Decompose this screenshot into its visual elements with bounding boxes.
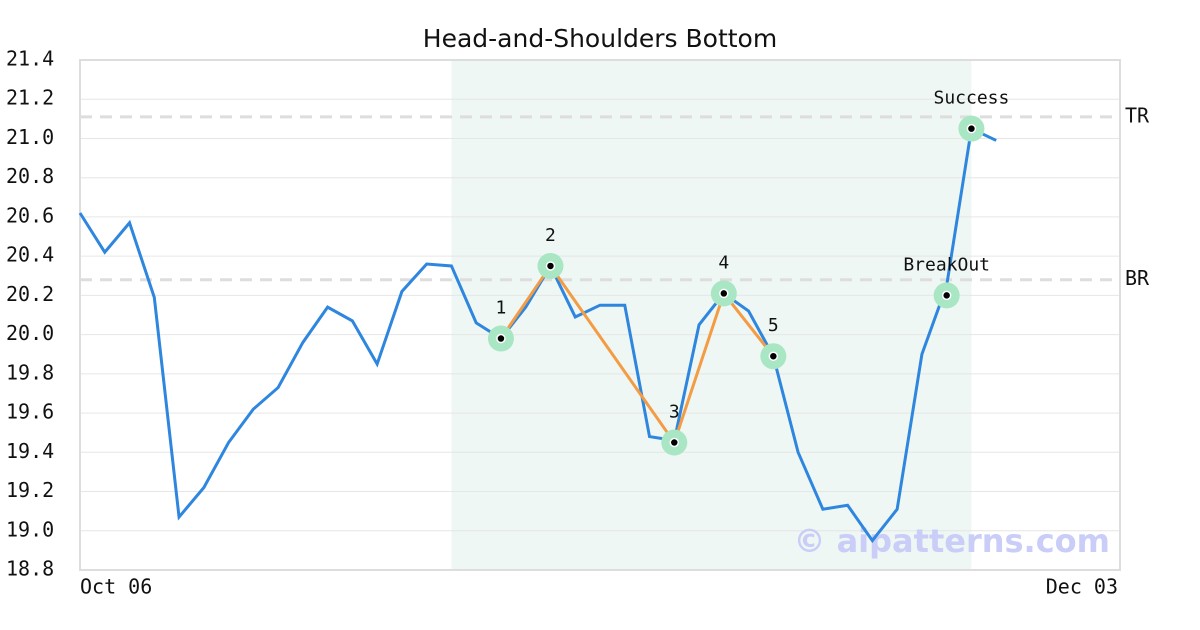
- pattern-marker: [941, 290, 952, 301]
- y-tick-label: 20.4: [6, 243, 54, 267]
- y-tick-label: 19.2: [6, 478, 54, 502]
- y-tick-label: 20.2: [6, 282, 54, 306]
- pattern-label: 4: [718, 252, 729, 273]
- y-tick-label: 19.0: [6, 517, 54, 541]
- plot-frame: [79, 59, 1121, 571]
- pattern-label: 2: [545, 225, 556, 246]
- pattern-label: 5: [768, 315, 779, 336]
- y-tick-label: 18.8: [6, 557, 54, 581]
- pattern-marker: [966, 123, 977, 134]
- x-tick-label: Dec 03: [1046, 575, 1118, 599]
- pattern-label: BreakOut: [903, 254, 990, 275]
- pattern-marker: [545, 261, 556, 271]
- level-label: TR: [1125, 103, 1150, 127]
- pattern-region: [451, 60, 972, 570]
- y-tick-label: 19.8: [6, 360, 54, 384]
- pattern-label: 3: [669, 402, 680, 423]
- y-tick-label: 19.4: [6, 439, 54, 463]
- pattern-label: 1: [496, 298, 507, 319]
- y-tick-label: 20.6: [6, 203, 54, 227]
- pattern-marker: [768, 351, 779, 361]
- chart-title: Head-and-Shoulders Bottom: [423, 24, 777, 53]
- pattern-marker: [669, 437, 680, 448]
- pattern-marker: [496, 333, 506, 344]
- y-tick-label: 21.4: [6, 47, 54, 71]
- pattern-marker: [719, 288, 729, 299]
- y-tick-label: 19.6: [6, 400, 54, 424]
- y-tick-label: 21.0: [6, 125, 54, 149]
- x-tick-label: Oct 06: [80, 575, 152, 599]
- pattern-label: Success: [933, 88, 1009, 109]
- watermark: © aipatterns.com: [793, 522, 1110, 560]
- level-label: BR: [1125, 266, 1150, 290]
- y-tick-label: 21.2: [6, 86, 54, 110]
- y-tick-label: 20.8: [6, 164, 54, 188]
- y-tick-label: 20.0: [6, 321, 54, 345]
